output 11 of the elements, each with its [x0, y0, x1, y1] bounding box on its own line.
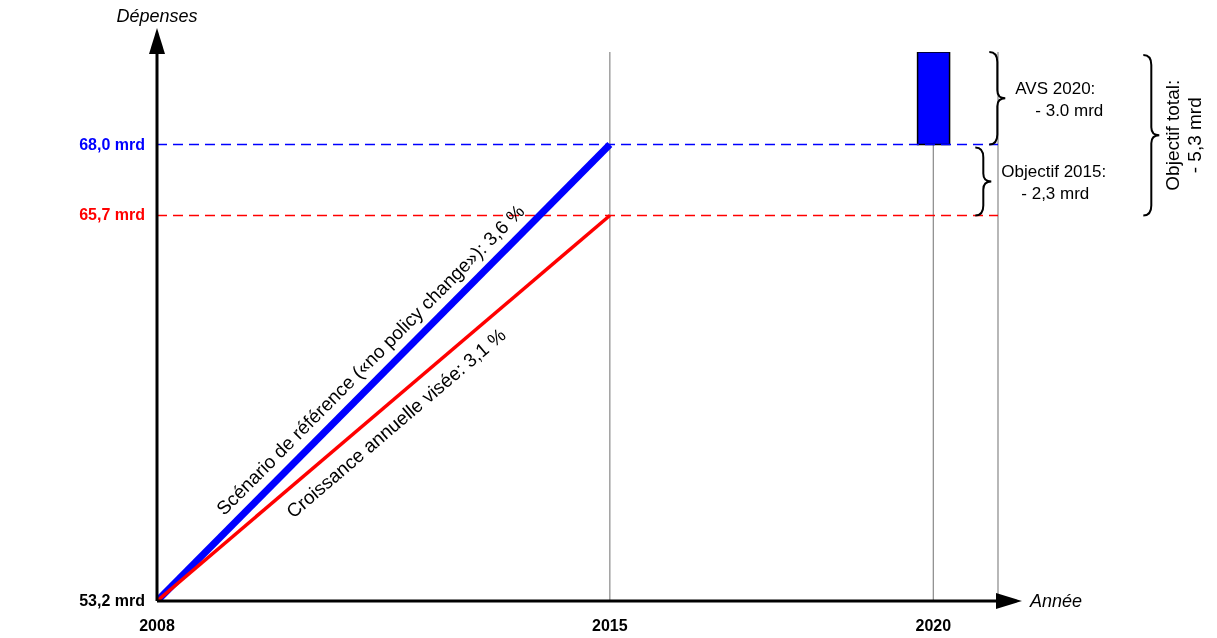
x-tick-label: 2020: [915, 617, 952, 634]
text: Objectif 2015: - 2,3 mrd: [1001, 162, 1107, 204]
text: Objectif total: - 5,3 mrd: [1162, 79, 1206, 191]
x-tick-label: 2008: [139, 617, 175, 634]
y-tick-label: 53,2 mrd: [79, 592, 145, 609]
y-tick-label: 65,7 mrd: [79, 206, 145, 224]
text: AVS 2020: - 3.0 mrd: [1015, 79, 1104, 121]
x-axis-title: Année: [1029, 591, 1083, 611]
y-axis-title: Dépenses: [116, 6, 198, 26]
x-tick-label: 2015: [592, 617, 628, 634]
y-tick-label: 68,0 mrd: [79, 135, 145, 153]
